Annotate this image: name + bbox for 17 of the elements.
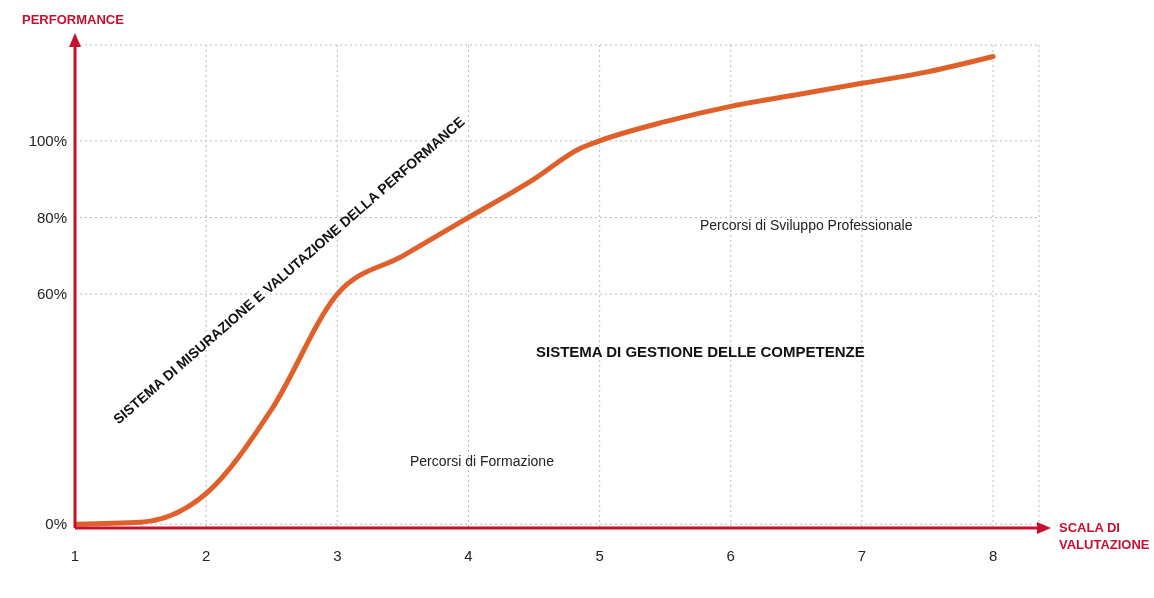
y-tick-label: 80% xyxy=(36,208,67,226)
y-tick-label: 100% xyxy=(28,132,67,150)
x-tick-label: 6 xyxy=(726,546,735,564)
annotation: SISTEMA DI GESTIONE DELLE COMPETENZE xyxy=(536,343,865,360)
x-tick-label: 4 xyxy=(464,546,473,564)
y-tick-label: 60% xyxy=(36,285,67,303)
y-axis-title: PERFORMANCE xyxy=(22,12,124,27)
annotation: Percorsi di Sviluppo Professionale xyxy=(700,217,913,233)
x-tick-label: 2 xyxy=(201,546,211,564)
x-tick-label: 5 xyxy=(595,546,604,564)
x-axis-title: SCALA DI VALUTAZIONE xyxy=(1059,519,1151,553)
x-tick-label: 8 xyxy=(988,546,998,564)
annotation: Percorsi di Formazione xyxy=(410,453,554,469)
x-tick-label: 1 xyxy=(70,546,80,564)
y-tick-label: 0% xyxy=(45,515,67,533)
x-tick-label: 7 xyxy=(857,546,867,564)
x-tick-label: 3 xyxy=(333,546,342,564)
